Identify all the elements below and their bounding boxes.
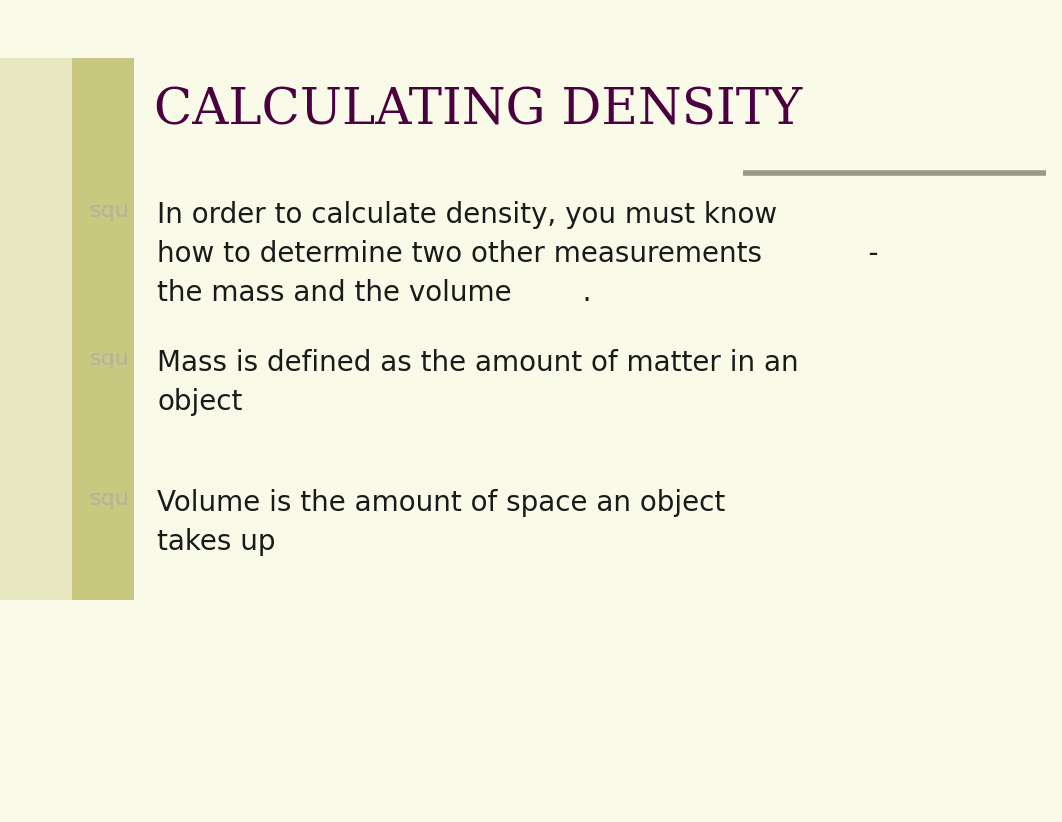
Bar: [0, 58, 72, 600]
Text: squ: squ: [89, 489, 130, 509]
Text: In order to calculate density, you must know
how to determine two other measurem: In order to calculate density, you must …: [157, 201, 878, 307]
Text: Mass is defined as the amount of matter in an
object: Mass is defined as the amount of matter …: [157, 349, 799, 417]
Text: Volume is the amount of space an object
takes up: Volume is the amount of space an object …: [157, 489, 725, 556]
Text: CALCULATING DENSITY: CALCULATING DENSITY: [154, 86, 802, 136]
Text: squ: squ: [89, 201, 130, 221]
Text: squ: squ: [89, 349, 130, 369]
Bar: [72, 58, 134, 600]
